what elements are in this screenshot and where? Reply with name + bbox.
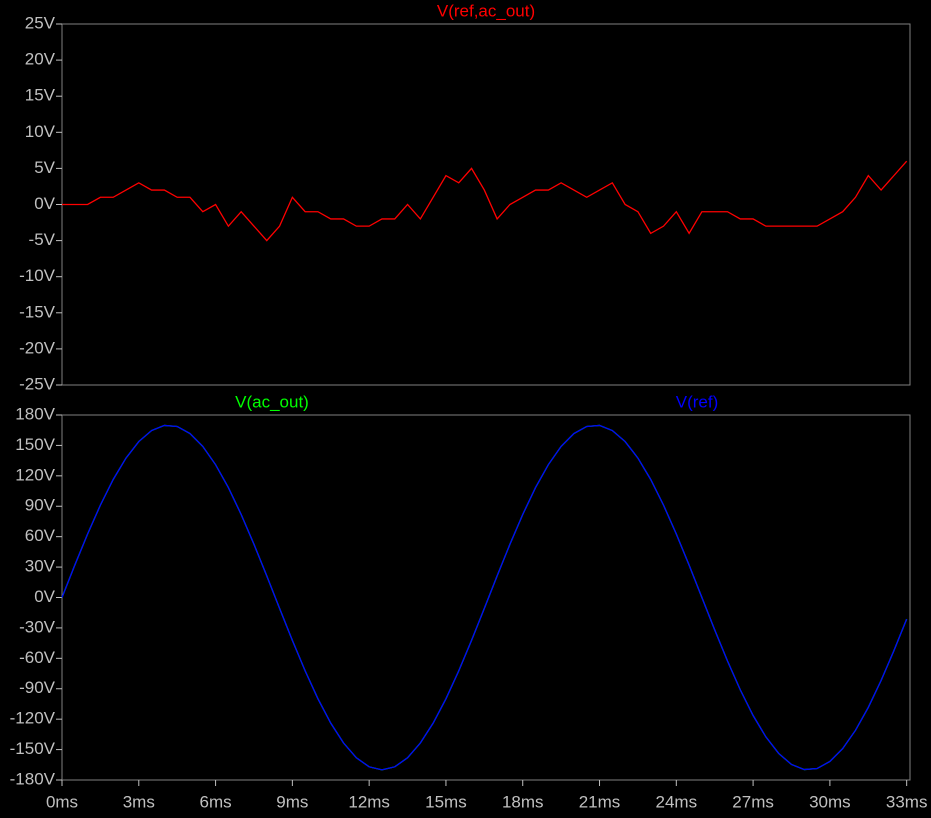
y-tick-label: -30V: [19, 617, 56, 636]
trace-name: V(ref): [676, 392, 719, 411]
x-tick-label: 0ms: [46, 792, 78, 811]
y-tick-label: -5V: [29, 230, 56, 249]
y-tick-label: -120V: [10, 709, 56, 728]
x-tick-label: 27ms: [732, 792, 774, 811]
y-tick-label: 25V: [25, 13, 56, 32]
y-tick-label: 20V: [25, 50, 56, 69]
y-tick-label: -15V: [19, 302, 56, 321]
trace-name: V(ac_out): [235, 392, 309, 411]
y-tick-label: -60V: [19, 648, 56, 667]
y-tick-label: 120V: [15, 465, 55, 484]
y-tick-label: 0V: [34, 194, 55, 213]
x-tick-label: 18ms: [502, 792, 544, 811]
trace: [62, 160, 908, 242]
y-tick-label: -25V: [19, 374, 56, 393]
x-tick-label: 15ms: [425, 792, 467, 811]
x-tick-label: 24ms: [656, 792, 698, 811]
y-tick-label: 5V: [34, 158, 55, 177]
x-tick-label: 30ms: [809, 792, 851, 811]
y-tick-label: -150V: [10, 739, 56, 758]
x-tick-label: 3ms: [123, 792, 155, 811]
y-tick-label: 60V: [25, 526, 56, 545]
trace: [61, 424, 908, 771]
y-tick-label: 15V: [25, 86, 56, 105]
y-tick-label: -90V: [19, 678, 56, 697]
x-tick-label: 33ms: [886, 792, 928, 811]
y-tick-label: -180V: [10, 769, 56, 788]
trace: [61, 424, 908, 771]
y-tick-label: 90V: [25, 496, 56, 515]
y-tick-label: 10V: [25, 122, 56, 141]
plot-frame: [61, 23, 911, 386]
plot-frame: [61, 414, 911, 781]
x-tick-label: 9ms: [276, 792, 308, 811]
y-tick-label: -20V: [19, 338, 56, 357]
x-tick-label: 6ms: [200, 792, 232, 811]
y-tick-label: 180V: [15, 404, 55, 423]
y-tick-label: 150V: [15, 435, 55, 454]
x-tick-label: 21ms: [579, 792, 621, 811]
y-tick-label: 0V: [34, 587, 55, 606]
x-tick-label: 12ms: [348, 792, 390, 811]
y-tick-label: 30V: [25, 557, 56, 576]
trace-name: V(ref,ac_out): [437, 1, 535, 20]
y-tick-label: -10V: [19, 266, 56, 285]
